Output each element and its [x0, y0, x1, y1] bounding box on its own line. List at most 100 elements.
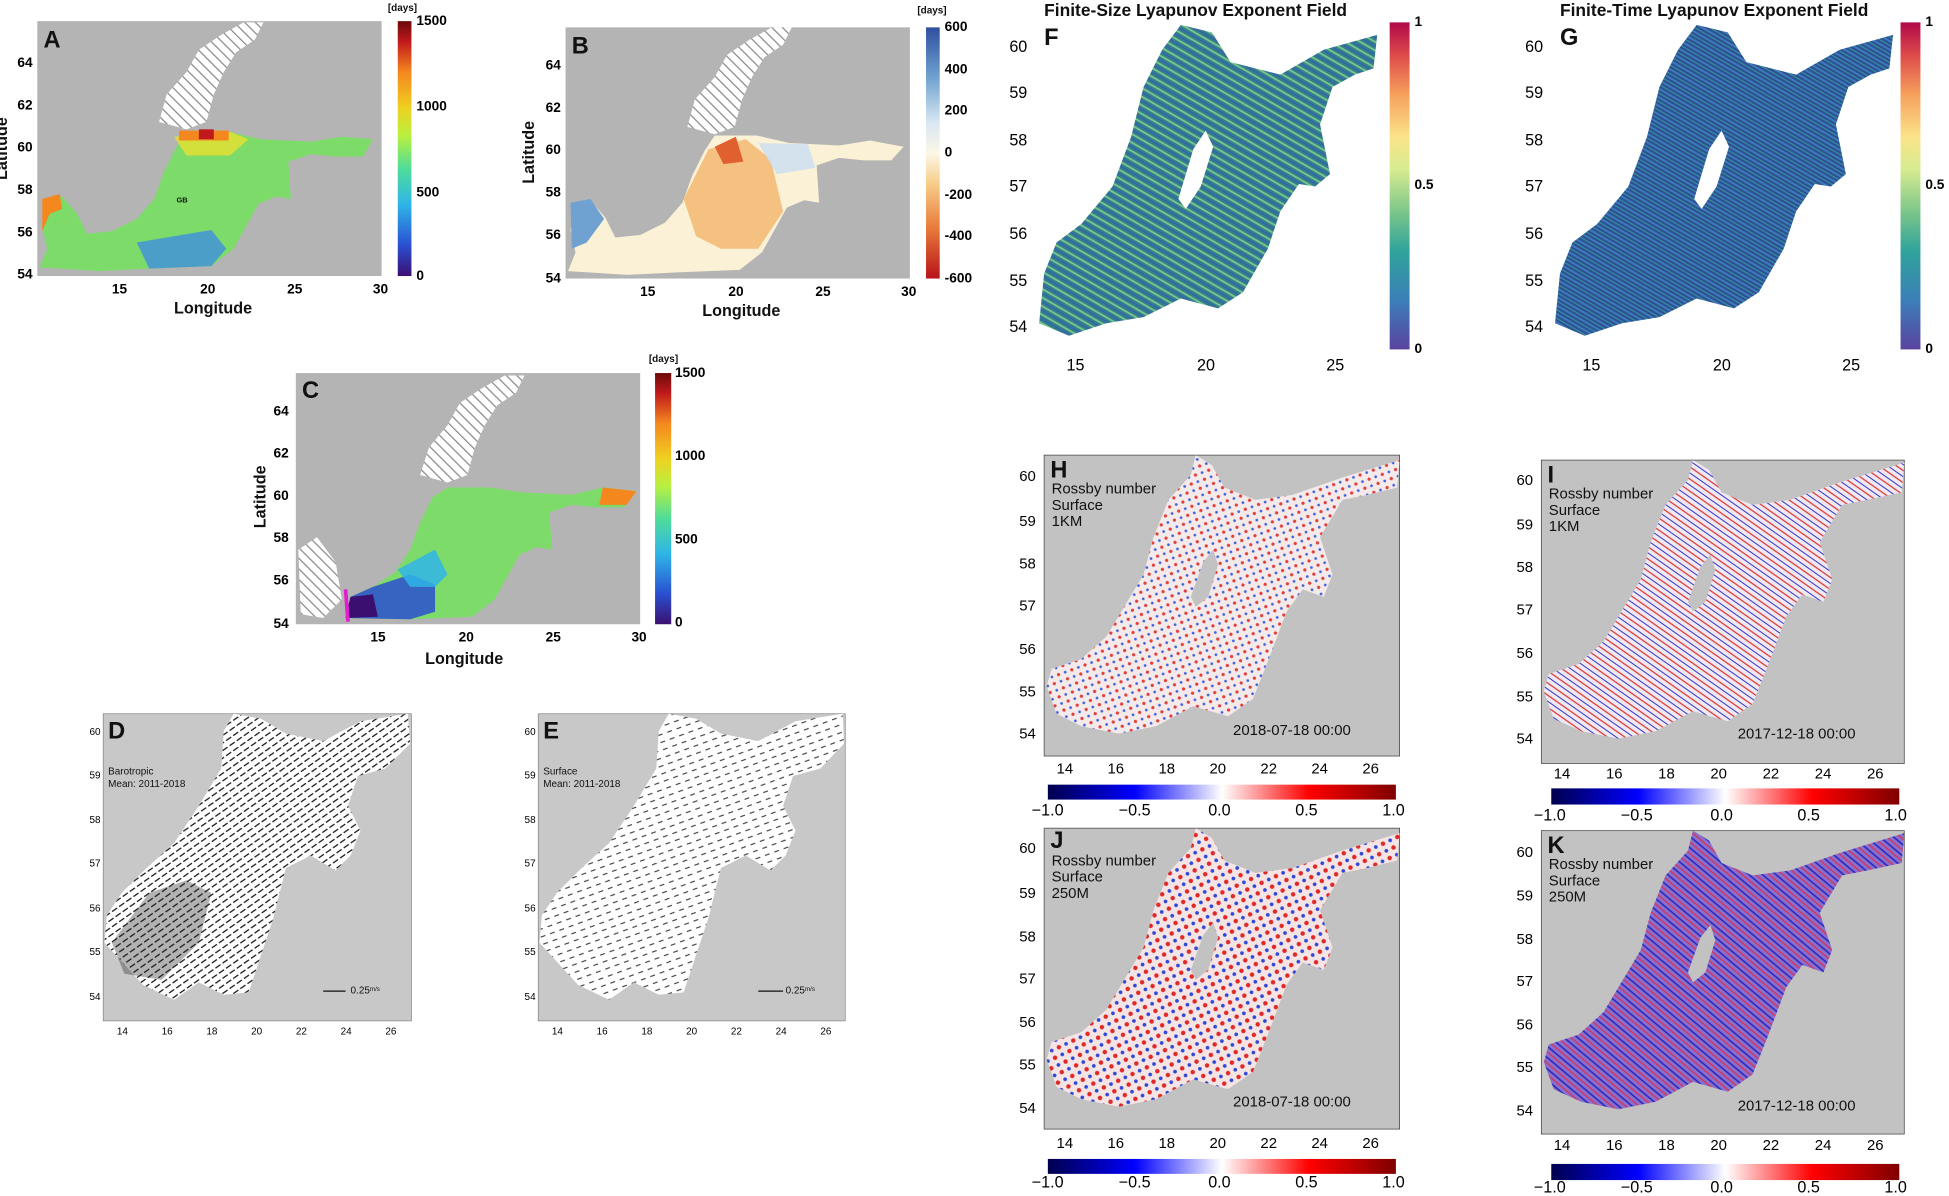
panel-c-xtick-1: 20	[458, 630, 474, 646]
panel-c-ytick-4: 62	[273, 446, 289, 462]
panel-a-cbtick-0: 1500	[416, 13, 447, 29]
panel-b-cbtick-6: -600	[944, 271, 973, 287]
panel-k-date: 2017-12-18 00:00	[1737, 1096, 1856, 1115]
panel-e-xtick-3: 20	[686, 1025, 698, 1038]
panel-b-ylabel: Latitude	[519, 120, 538, 184]
panel-k-ytick-0: 54	[1516, 1101, 1534, 1120]
panel-g-colorbar	[1900, 22, 1921, 350]
panel-g-ytick-1: 55	[1525, 271, 1544, 290]
panel-k-cbtick-0: −1.0	[1533, 1177, 1566, 1196]
panel-f-xtick-1: 20	[1197, 355, 1215, 375]
panel-j-cbtick-1: −0.5	[1118, 1172, 1151, 1192]
panel-a-cbtick-3: 0	[416, 268, 425, 284]
panel-j-cbtick-4: 1.0	[1382, 1172, 1405, 1192]
panel-j-xtick-3: 20	[1209, 1134, 1227, 1152]
panel-a: GB A Longitude Latitude 15 20 25 30 54 5…	[0, 0, 497, 336]
panel-f-cbtick-1: 0.5	[1414, 177, 1434, 193]
panel-k-letter: K	[1547, 833, 1565, 860]
panel-f-cbtick-0: 1	[1414, 14, 1423, 30]
panel-k-plot	[1540, 830, 1905, 1181]
panel-i-plot	[1540, 459, 1905, 805]
panel-f-colorbar	[1389, 22, 1410, 350]
panel-k-ytick-5: 59	[1516, 886, 1534, 905]
panel-a-plot: GB	[37, 21, 412, 277]
panel-a-cb-unit: [days]	[387, 2, 418, 14]
panel-h-ytick-2: 56	[1019, 640, 1036, 658]
panel-b-cbtick-3: 0	[944, 145, 953, 161]
panel-j-xtick-1: 16	[1107, 1134, 1125, 1152]
panel-a-cbtick-1: 1000	[416, 99, 447, 115]
panel-e: E Surface Mean: 2011-2018 0.25m/s 14 16 …	[510, 706, 870, 1042]
panel-k-cbtick-2: 0.0	[1710, 1177, 1733, 1196]
panel-b-kattegat-blue	[570, 198, 605, 249]
panel-f-ytick-3: 57	[1009, 176, 1028, 196]
panel-b-hatched-bothnia	[687, 27, 792, 135]
panel-c-ytick-3: 60	[273, 488, 289, 504]
panel-a-letter: A	[43, 27, 61, 54]
panel-e-ytick-5: 59	[524, 769, 536, 781]
panel-c: C Longitude Latitude 15 20 25 30 54 56 5…	[249, 351, 746, 677]
panel-h-xtick-1: 16	[1107, 759, 1125, 778]
panel-i-cbtick-2: 0.0	[1710, 805, 1733, 825]
panel-h-text-1: Surface	[1051, 496, 1103, 514]
panel-a-xtick-0: 15	[111, 282, 128, 298]
panel-g: Finite-Time Lyapunov Exponent Field G 15…	[1510, 0, 1949, 385]
panel-c-ytick-2: 58	[273, 530, 289, 546]
panel-h-xtick-5: 24	[1311, 759, 1328, 778]
panel-d-xtick-5: 24	[340, 1025, 352, 1038]
panel-j-xtick-6: 26	[1362, 1134, 1379, 1152]
panel-g-cbtick-1: 0.5	[1925, 177, 1945, 193]
panel-f-ytick-1: 55	[1009, 271, 1028, 290]
panel-k-ytick-4: 58	[1516, 930, 1534, 948]
panel-k-gotland	[1687, 925, 1716, 983]
panel-i-ytick-1: 55	[1516, 687, 1534, 706]
panel-h-xtick-4: 22	[1260, 759, 1278, 778]
panel-e-scale-value: 0.25	[785, 984, 805, 997]
panel-d-xtick-0: 14	[116, 1025, 128, 1038]
panel-b-xtick-2: 25	[815, 284, 831, 300]
panel-f-title: Finite-Size Lyapunov Exponent Field	[1044, 0, 1348, 20]
panel-j-cbtick-3: 0.5	[1295, 1172, 1318, 1192]
panel-i-xtick-0: 14	[1553, 764, 1571, 783]
panel-e-ytick-1: 55	[524, 946, 536, 958]
panel-a-xtick-3: 30	[372, 282, 389, 298]
panel-i-text-1: Surface	[1548, 501, 1601, 519]
panel-a-ytick-3: 60	[17, 140, 33, 156]
panel-j-letter: J	[1050, 828, 1064, 855]
panel-d-plot	[102, 713, 412, 1022]
panel-d-text-1: Mean: 2011-2018	[108, 778, 186, 790]
panel-f-ytick-6: 60	[1009, 37, 1028, 56]
panel-a-xlabel: Longitude	[174, 298, 253, 318]
panel-e-ytick-0: 54	[524, 991, 536, 1003]
panel-e-text-0: Surface	[543, 765, 578, 778]
panel-b-basin-red	[714, 136, 744, 165]
panel-h-basin	[1046, 455, 1400, 734]
panel-h-cbtick-1: −0.5	[1118, 800, 1151, 820]
panel-d-dense-streaks	[111, 880, 212, 980]
panel-c-xtick-2: 25	[545, 630, 561, 646]
panel-j-ytick-0: 54	[1019, 1099, 1036, 1117]
panel-c-cbtick-3: 0	[674, 615, 683, 631]
panel-h-ytick-5: 59	[1019, 512, 1036, 530]
panel-f-ytick-0: 54	[1009, 317, 1028, 336]
panel-h-ytick-4: 58	[1019, 554, 1036, 573]
panel-f-ytick-2: 56	[1009, 223, 1028, 243]
panel-a-annotation: GB	[177, 196, 189, 205]
panel-a-ytick-5: 64	[17, 55, 33, 71]
panel-h-text-0: Rossby number	[1051, 479, 1157, 498]
panel-e-scale-unit: m/s	[804, 986, 815, 994]
panel-c-xtick-3: 30	[631, 630, 647, 646]
panel-b-basin-orange	[683, 139, 784, 249]
panel-f-ytick-5: 59	[1009, 83, 1028, 102]
panel-c-plot	[295, 373, 672, 625]
panel-f-cbtick-2: 0	[1414, 341, 1423, 357]
panel-k-xtick-3: 20	[1710, 1136, 1727, 1154]
panel-a-kattegat-red	[42, 193, 63, 232]
panel-h-cbtick-3: 0.5	[1295, 800, 1318, 820]
panel-b-ytick-1: 56	[545, 227, 561, 243]
panel-k-xtick-0: 14	[1553, 1136, 1571, 1154]
panel-g-title: Finite-Time Lyapunov Exponent Field	[1559, 0, 1869, 20]
panel-j-xtick-2: 18	[1158, 1134, 1176, 1152]
panel-b-xtick-3: 30	[901, 284, 917, 300]
